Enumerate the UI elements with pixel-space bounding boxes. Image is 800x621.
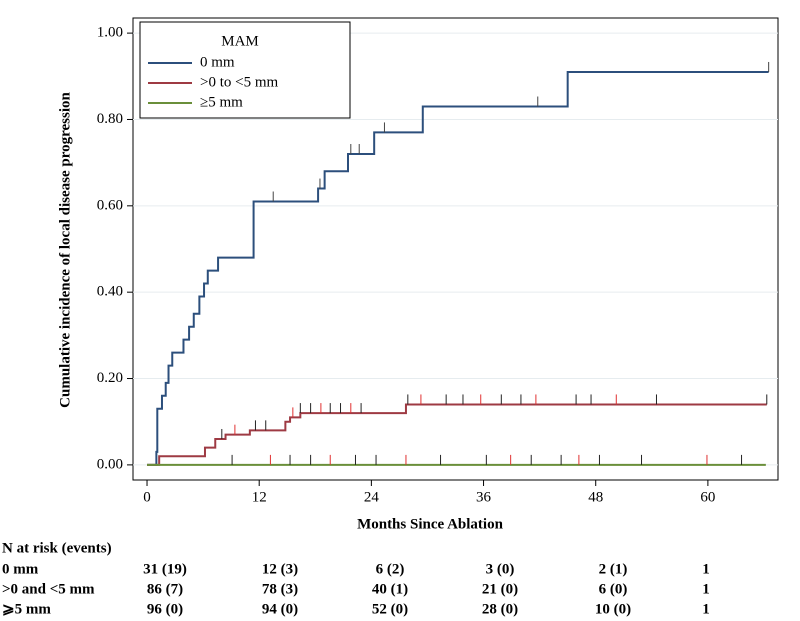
risk-cell: 1 xyxy=(702,561,710,577)
risk-cell: 86 (7) xyxy=(147,581,183,597)
risk-cell: 31 (19) xyxy=(143,561,187,577)
y-tick-label: 0.00 xyxy=(97,456,123,472)
risk-row-label: >0 and <5 mm xyxy=(2,581,95,597)
risk-cell: 96 (0) xyxy=(147,601,183,617)
risk-cell: 2 (1) xyxy=(599,561,628,577)
y-tick-label: 0.80 xyxy=(97,111,123,127)
risk-cell: 1 xyxy=(702,581,710,597)
risk-cell: 3 (0) xyxy=(486,561,515,577)
risk-cell: 10 (0) xyxy=(595,601,631,617)
legend-label: 0 mm xyxy=(200,54,235,70)
y-tick-label: 0.60 xyxy=(97,197,123,213)
x-axis-label: Months Since Ablation xyxy=(357,516,504,532)
risk-cell: 6 (2) xyxy=(376,561,405,577)
step-line xyxy=(147,403,767,466)
y-tick-label: 0.40 xyxy=(97,284,123,300)
y-tick-label: 1.00 xyxy=(97,25,123,41)
risk-row-label: ⩾5 mm xyxy=(2,601,51,617)
x-tick-label: 60 xyxy=(700,489,715,505)
x-tick-label: 24 xyxy=(364,489,380,505)
x-tick-label: 0 xyxy=(143,489,151,505)
risk-cell: 1 xyxy=(702,601,710,617)
risk-cell: 78 (3) xyxy=(262,581,298,597)
y-tick-label: 0.20 xyxy=(97,370,123,386)
x-tick-label: 48 xyxy=(588,489,603,505)
risk-cell: 12 (3) xyxy=(262,561,298,577)
y-axis-label: Cumulative incidence of local disease pr… xyxy=(57,92,73,408)
risk-cell: 40 (1) xyxy=(372,581,408,597)
risk-cell: 28 (0) xyxy=(482,601,518,617)
legend-label: ≥5 mm xyxy=(200,94,243,110)
risk-cell: 94 (0) xyxy=(262,601,298,617)
plot-frame xyxy=(132,17,779,481)
risk-row-label: 0 mm xyxy=(2,561,39,577)
risk-cell: 52 (0) xyxy=(372,601,408,617)
x-tick-label: 36 xyxy=(476,489,492,505)
risk-cell: 21 (0) xyxy=(482,581,518,597)
x-tick-label: 12 xyxy=(252,489,267,505)
legend-title: MAM xyxy=(221,33,259,49)
risk-table-title: N at risk (events) xyxy=(2,540,112,556)
step-line xyxy=(147,70,769,466)
legend-label: >0 to <5 mm xyxy=(200,74,279,90)
risk-cell: 6 (0) xyxy=(599,581,628,597)
